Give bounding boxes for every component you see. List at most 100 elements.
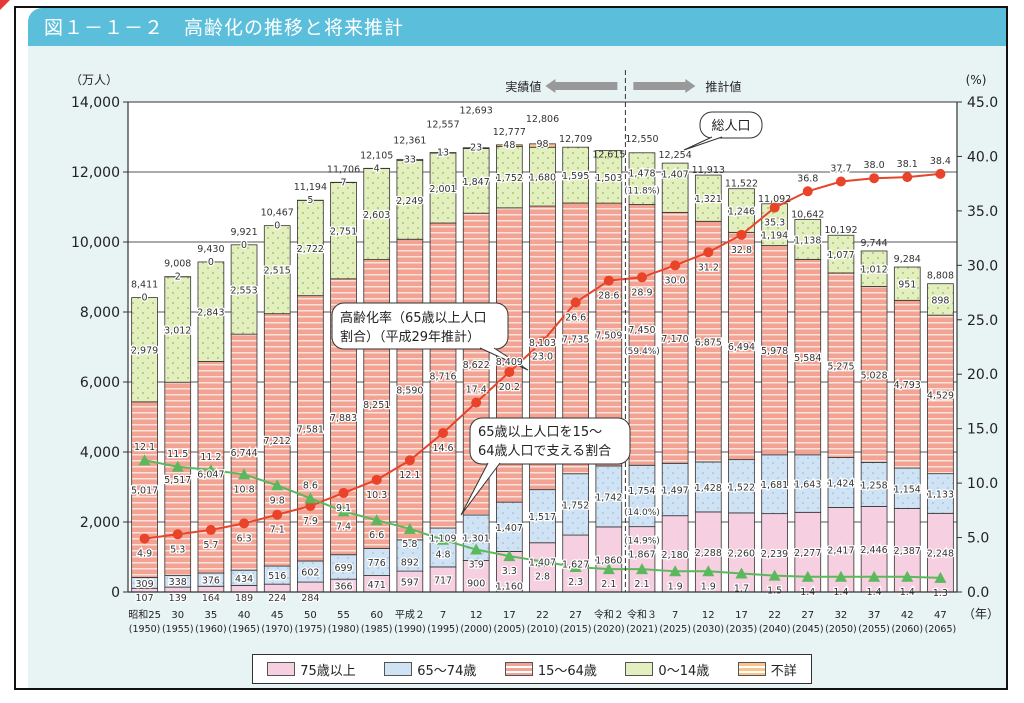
aging-rate-point bbox=[869, 173, 880, 184]
y-tick-label-left: 0 bbox=[111, 585, 120, 601]
segment-label: 6,494 bbox=[728, 342, 755, 353]
y-tick-label-left: 2,000 bbox=[80, 515, 120, 531]
unknown-label: 23 bbox=[470, 143, 482, 154]
segment-label: 1,643 bbox=[794, 480, 821, 491]
arrow-right-icon bbox=[633, 79, 696, 93]
support-ratio-label: 1.3 bbox=[933, 588, 948, 599]
aging-rate-point bbox=[504, 367, 515, 378]
total-label: 12,361 bbox=[393, 135, 426, 146]
segment-label: 1,077 bbox=[827, 250, 854, 261]
support-ratio-label: 8.6 bbox=[303, 480, 318, 491]
segment-label: 951 bbox=[898, 280, 916, 291]
bar-0-14 bbox=[860, 250, 888, 287]
total-label: 12,777 bbox=[493, 127, 526, 138]
bar-15-64 bbox=[131, 401, 158, 578]
x-tick-label-year: (2010) bbox=[527, 624, 559, 635]
percent-label: (14.0%) bbox=[624, 508, 660, 518]
segment-label: 1,517 bbox=[529, 512, 556, 523]
legend-swatch-unknown bbox=[737, 662, 766, 676]
legend-item-65-74: 65～74歳 bbox=[384, 660, 476, 679]
aging-callout-text: 割合）（平成29年推計） bbox=[340, 329, 480, 345]
x-tick-label-era: 55 bbox=[337, 610, 350, 621]
total-callout-text: 総人口 bbox=[711, 119, 750, 134]
segment-label: 2,260 bbox=[728, 548, 755, 559]
segment-label: 5,978 bbox=[761, 346, 788, 357]
segment-label: 699 bbox=[334, 563, 352, 574]
legend-swatch-75plus bbox=[267, 662, 296, 676]
x-tick-label-year: (2015) bbox=[560, 624, 592, 635]
x-tick-label-era: 7 bbox=[672, 610, 678, 621]
x-tick-label-year: (2020) bbox=[593, 624, 625, 635]
aging-rate-label: 31.2 bbox=[698, 262, 719, 273]
segment-label: 1,321 bbox=[695, 194, 722, 205]
unknown-label: 13 bbox=[437, 148, 449, 159]
x-tick-label-year: (2021) bbox=[626, 624, 658, 635]
segment-label: 189 bbox=[235, 593, 253, 604]
legend-label: 不詳 bbox=[770, 663, 797, 679]
aging-rate-point bbox=[835, 176, 846, 187]
support-ratio-point bbox=[437, 533, 450, 545]
segment-label: 1,503 bbox=[595, 173, 622, 184]
support-ratio-label: 2.1 bbox=[601, 579, 616, 590]
segment-label: 1,497 bbox=[662, 486, 689, 497]
aging-rate-label: 17.4 bbox=[466, 385, 487, 396]
unknown-label: 0 bbox=[241, 240, 247, 251]
bar-0-14 bbox=[529, 146, 556, 207]
aging-rate-label: 26.6 bbox=[565, 312, 586, 323]
x-tick-label-era: 60 bbox=[370, 610, 383, 621]
x-tick-label-era: 7 bbox=[440, 610, 446, 621]
bar-65-74 bbox=[661, 462, 689, 517]
segment-label: 1,109 bbox=[429, 533, 456, 544]
support-ratio-point bbox=[868, 570, 881, 582]
bar-15-64 bbox=[263, 313, 291, 567]
x-tick-label-year: (1970) bbox=[261, 624, 293, 635]
segment-label: 1,754 bbox=[628, 486, 655, 497]
x-tick-label-era: 平成２ bbox=[395, 609, 425, 621]
support-ratio-point bbox=[370, 514, 383, 526]
arrow-left-icon bbox=[545, 79, 618, 93]
x-tick-label-era: 昭和25 bbox=[128, 609, 161, 621]
support-ratio-point bbox=[702, 565, 715, 577]
support-ratio-label: 1.7 bbox=[734, 583, 749, 594]
bar-65-74 bbox=[860, 461, 888, 507]
support-ratio-point bbox=[271, 479, 284, 491]
y-tick-label-right: 5.0 bbox=[967, 531, 989, 547]
segment-label: 7,212 bbox=[264, 436, 291, 447]
bar-15-64 bbox=[728, 231, 755, 461]
segment-label: 224 bbox=[268, 593, 286, 604]
legend-label: 65～74歳 bbox=[417, 663, 477, 679]
bar-0-14 bbox=[728, 188, 755, 233]
segment-label: 107 bbox=[136, 593, 154, 604]
aging-rate-label: 20.2 bbox=[499, 382, 520, 393]
bar-0-14 bbox=[794, 219, 822, 260]
support-ratio-label: 6.6 bbox=[369, 530, 384, 541]
total-label: 9,744 bbox=[860, 238, 887, 249]
bar-unknown bbox=[496, 144, 523, 147]
support-ratio-point bbox=[635, 563, 648, 575]
x-tick-label-era: 22 bbox=[536, 610, 549, 621]
segment-label: 2,446 bbox=[860, 545, 887, 556]
segment-label: 164 bbox=[202, 593, 220, 604]
support-ratio-label: 1.9 bbox=[701, 581, 716, 592]
total-label: 10,467 bbox=[261, 208, 294, 219]
support-ratio-point bbox=[204, 464, 217, 476]
aging-callout-text: 高齢化率（65歳以上人口 bbox=[340, 310, 487, 326]
segment-label: 1,424 bbox=[827, 478, 854, 489]
segment-label: 1,258 bbox=[860, 480, 887, 491]
segment-label: 1,154 bbox=[894, 484, 921, 495]
x-tick-label-era: 27 bbox=[569, 610, 582, 621]
segment-label: 7,735 bbox=[562, 334, 589, 345]
legend-label: 75歳以上 bbox=[300, 663, 356, 679]
support-ratio-label: 3.9 bbox=[469, 560, 484, 571]
bar-75plus bbox=[230, 584, 258, 593]
aging-rate-label: 10.3 bbox=[366, 490, 387, 501]
x-tick-label-year: (2025) bbox=[659, 624, 691, 635]
aging-rate-label: 38.4 bbox=[930, 156, 951, 167]
legend-item-15-64: 15～64歳 bbox=[504, 660, 597, 679]
segment-label: 6,744 bbox=[230, 448, 257, 459]
total-label: 10,642 bbox=[791, 210, 824, 221]
total-label: 8,808 bbox=[927, 271, 954, 282]
x-tick-label-year: (1960) bbox=[195, 624, 227, 635]
segment-label: 7,509 bbox=[595, 331, 622, 342]
segment-label: 4,529 bbox=[927, 390, 954, 401]
